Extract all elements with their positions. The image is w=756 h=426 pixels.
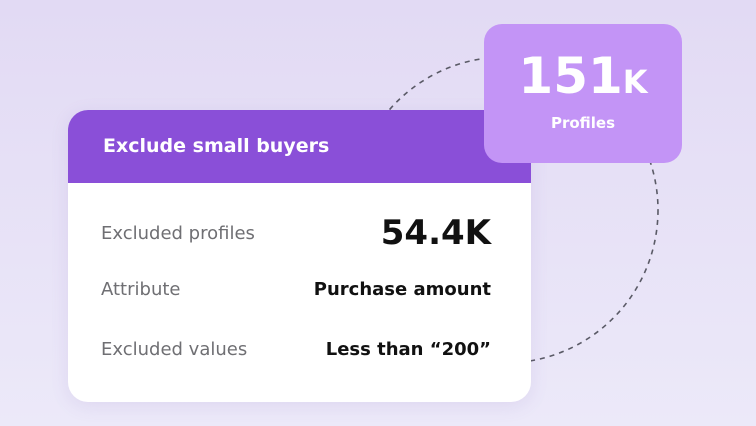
badge-value: 151	[518, 47, 623, 105]
card: Exclude small buyers Excluded profiles 5…	[68, 110, 531, 402]
row-value: Purchase amount	[313, 278, 491, 300]
row-value: Less than “200”	[325, 338, 491, 360]
badge-label: Profiles	[550, 114, 616, 132]
row-label: Excluded profiles	[101, 222, 255, 244]
row: Excluded profiles 54.4K	[101, 213, 491, 253]
row: Excluded values Less than “200”	[101, 329, 491, 369]
row-value: 54.4K	[380, 213, 491, 253]
card-title: Exclude small buyers	[68, 110, 531, 183]
row-label: Attribute	[101, 278, 181, 300]
badge: 151K Profiles	[484, 24, 682, 163]
row: Attribute Purchase amount	[101, 269, 491, 309]
badge-number: 151K	[484, 46, 682, 112]
row-label: Excluded values	[101, 338, 248, 360]
badge-unit: K	[622, 63, 648, 101]
